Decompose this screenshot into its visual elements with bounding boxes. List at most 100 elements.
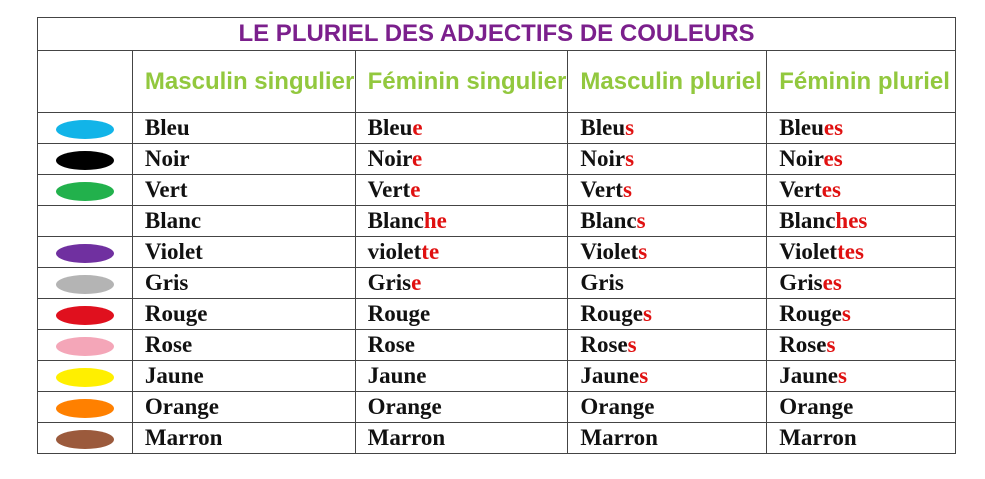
word-cell: Jaune: [354, 360, 569, 392]
word-cell: Noires: [766, 143, 956, 175]
word-stem: Rose: [580, 332, 628, 357]
word-stem: Orange: [367, 394, 442, 419]
word-ending: s: [638, 239, 648, 264]
colour-swatch-ellipse: [55, 151, 114, 171]
word-ending: e: [411, 270, 422, 295]
swatch-cell: [37, 267, 133, 299]
word-cell: Jaune: [131, 360, 356, 392]
word-stem: violet: [367, 239, 422, 264]
table-title: LE PLURIEL DES ADJECTIFS DE COULEURS: [37, 17, 956, 51]
colour-swatch-ellipse: [55, 244, 114, 264]
word-stem: Noir: [779, 146, 824, 171]
word-ending: s: [625, 146, 635, 171]
word-cell: Noir: [131, 143, 356, 175]
header-masculin-singulier: Masculin singulier: [131, 50, 356, 113]
word-cell: Orange: [354, 391, 569, 423]
word-stem: Orange: [779, 394, 854, 419]
word-cell: Marron: [354, 422, 569, 454]
word-cell: Blanches: [766, 205, 956, 237]
word-stem: Gris: [779, 270, 823, 295]
word-stem: Bleu: [367, 115, 413, 140]
word-stem: Jaune: [580, 363, 640, 388]
word-cell: Bleus: [567, 112, 768, 144]
word-ending: s: [625, 115, 635, 140]
swatch-cell: [37, 174, 133, 206]
swatch-cell: [37, 205, 133, 237]
word-cell: Orange: [567, 391, 768, 423]
word-ending: s: [643, 301, 652, 326]
word-cell: Orange: [131, 391, 356, 423]
colour-swatch-ellipse: [55, 337, 114, 357]
word-stem: Noir: [580, 146, 626, 171]
word-stem: Bleu: [779, 115, 824, 140]
word-stem: Violet: [779, 239, 838, 264]
word-ending: es: [823, 115, 844, 140]
word-cell: Jaunes: [567, 360, 768, 392]
word-ending: hes: [835, 208, 868, 233]
word-ending: s: [837, 363, 847, 388]
word-ending: te: [421, 239, 440, 264]
swatch-cell: [37, 391, 133, 423]
word-cell: Marron: [131, 422, 356, 454]
word-stem: Gris: [144, 270, 189, 295]
word-stem: Vert: [779, 177, 822, 202]
colour-swatch-ellipse: [55, 213, 114, 233]
word-cell: Bleu: [131, 112, 356, 144]
word-stem: Blanc: [144, 208, 202, 233]
word-ending: he: [423, 208, 447, 233]
colour-swatch-ellipse: [55, 120, 114, 140]
word-ending: s: [826, 332, 836, 357]
word-ending: e: [410, 177, 421, 202]
swatch-cell: [37, 422, 133, 454]
word-stem: Noir: [144, 146, 190, 171]
word-cell: Blanche: [354, 205, 569, 237]
word-ending: tes: [837, 239, 864, 264]
table-row: Gris Grise Gris Grises: [37, 267, 956, 299]
colour-swatch-ellipse: [55, 399, 114, 419]
word-cell: Verts: [567, 174, 768, 206]
word-cell: Rouges: [567, 298, 768, 330]
swatch-cell: [37, 360, 133, 392]
word-stem: Rose: [779, 332, 827, 357]
word-cell: Roses: [567, 329, 768, 361]
table-row: Blanc Blanche Blancs Blanches: [37, 205, 956, 237]
word-cell: Grise: [354, 267, 569, 299]
word-stem: Bleu: [580, 115, 626, 140]
word-cell: violette: [354, 236, 569, 268]
colour-adjectives-table: LE PLURIEL DES ADJECTIFS DE COULEURS Mas…: [37, 17, 956, 454]
word-cell: Orange: [766, 391, 956, 423]
table-row: Vert Vert e Verts Vertes: [37, 174, 956, 206]
word-stem: Jaune: [779, 363, 838, 388]
word-ending: e: [412, 115, 423, 140]
word-cell: Noire: [354, 143, 569, 175]
word-cell: Violettes: [766, 236, 956, 268]
word-cell: Jaunes: [766, 360, 956, 392]
word-cell: Marron: [766, 422, 956, 454]
word-ending: es: [822, 270, 842, 295]
word-ending: e: [411, 146, 423, 171]
word-stem: Rouge: [367, 301, 431, 326]
word-stem: Vert: [144, 177, 188, 202]
word-cell: Roses: [766, 329, 956, 361]
word-stem: Marron: [367, 425, 446, 450]
word-cell: Marron: [567, 422, 768, 454]
word-stem: Rouge: [779, 301, 842, 326]
word-stem: Blanc: [367, 208, 424, 233]
word-cell: Bleues: [766, 112, 956, 144]
table-row: Orange Orange Orange Orange: [37, 391, 956, 423]
table-row: Jaune Jaune Jaunes Jaunes: [37, 360, 956, 392]
word-cell: Noirs: [567, 143, 768, 175]
word-cell: Vertes: [766, 174, 956, 206]
word-cell: Blancs: [567, 205, 768, 237]
word-stem: Rose: [367, 332, 415, 357]
colour-swatch-ellipse: [55, 275, 114, 295]
swatch-cell: [37, 236, 133, 268]
word-cell: Gris: [567, 267, 768, 299]
empty-header-cell: [37, 50, 133, 113]
word-cell: Violet: [131, 236, 356, 268]
word-cell: Grises: [766, 267, 956, 299]
header-feminin-pluriel: Féminin pluriel: [766, 50, 956, 113]
word-cell: Rouge: [131, 298, 356, 330]
word-stem: Jaune: [367, 363, 427, 388]
word-ending: es: [821, 177, 841, 202]
